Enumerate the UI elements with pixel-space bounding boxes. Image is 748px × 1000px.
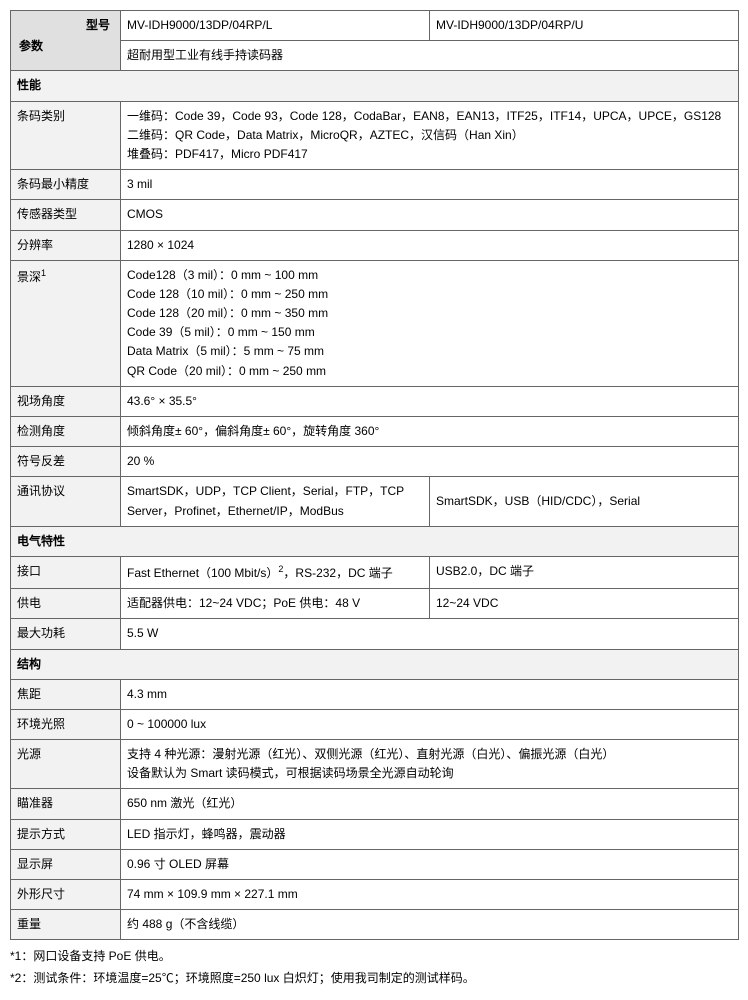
spec-table: 型号 参数 MV-IDH9000/13DP/04RP/L MV-IDH9000/… — [10, 10, 739, 940]
row-label: 符号反差 — [11, 447, 121, 477]
row-label: 分辨率 — [11, 230, 121, 260]
row-label: 条码最小精度 — [11, 170, 121, 200]
row-value-1: SmartSDK，UDP，TCP Client，Serial，FTP，TCP S… — [121, 477, 430, 526]
interface-v1-post: ，RS-232，DC 端子 — [283, 566, 392, 580]
row-value: LED 指示灯，蜂鸣器，震动器 — [121, 819, 739, 849]
row-value: Code128（3 mil）：0 mm ~ 100 mm Code 128（10… — [121, 260, 739, 386]
model-1: MV-IDH9000/13DP/04RP/L — [121, 11, 430, 41]
row-label: 视场角度 — [11, 386, 121, 416]
row-label: 接口 — [11, 556, 121, 588]
row-value-1: 适配器供电：12~24 VDC；PoE 供电：48 V — [121, 589, 430, 619]
row-label: 光源 — [11, 740, 121, 789]
row-label: 条码类别 — [11, 101, 121, 170]
row-value: 43.6° × 35.5° — [121, 386, 739, 416]
section-structure: 结构 — [11, 649, 739, 679]
product-desc: 超耐用型工业有线手持读码器 — [121, 41, 739, 71]
param-label: 参数 — [17, 37, 114, 56]
row-value: 0.96 寸 OLED 屏幕 — [121, 849, 739, 879]
row-value-2: 12~24 VDC — [430, 589, 739, 619]
footnotes: *1：网口设备支持 PoE 供电。 *2：测试条件：环境温度=25℃；环境照度=… — [10, 946, 738, 989]
row-label: 显示屏 — [11, 849, 121, 879]
row-label: 环境光照 — [11, 709, 121, 739]
row-value: CMOS — [121, 200, 739, 230]
row-label: 外形尺寸 — [11, 880, 121, 910]
row-value-1: Fast Ethernet（100 Mbit/s）2，RS-232，DC 端子 — [121, 556, 430, 588]
row-label: 供电 — [11, 589, 121, 619]
row-value: 约 488 g（不含线缆） — [121, 910, 739, 940]
row-value: 3 mil — [121, 170, 739, 200]
row-value: 5.5 W — [121, 619, 739, 649]
footnote-2: *2：测试条件：环境温度=25℃；环境照度=250 lux 白炽灯；使用我司制定… — [10, 968, 738, 990]
row-value-2: USB2.0，DC 端子 — [430, 556, 739, 588]
row-value: 74 mm × 109.9 mm × 227.1 mm — [121, 880, 739, 910]
row-value: 支持 4 种光源：漫射光源（红光）、双侧光源（红光）、直射光源（白光）、偏振光源… — [121, 740, 739, 789]
model-2: MV-IDH9000/13DP/04RP/U — [430, 11, 739, 41]
row-label: 提示方式 — [11, 819, 121, 849]
dof-label-text: 景深 — [17, 270, 41, 284]
row-value: 4.3 mm — [121, 679, 739, 709]
row-label: 最大功耗 — [11, 619, 121, 649]
row-label: 焦距 — [11, 679, 121, 709]
row-label: 传感器类型 — [11, 200, 121, 230]
row-value: 1280 × 1024 — [121, 230, 739, 260]
footnote-1: *1：网口设备支持 PoE 供电。 — [10, 946, 738, 968]
row-label: 重量 — [11, 910, 121, 940]
header-label-cell: 型号 参数 — [11, 11, 121, 71]
row-label-dof: 景深1 — [11, 260, 121, 386]
row-label: 检测角度 — [11, 417, 121, 447]
row-label: 瞄准器 — [11, 789, 121, 819]
row-value-2: SmartSDK，USB（HID/CDC），Serial — [430, 477, 739, 526]
section-electrical: 电气特性 — [11, 526, 739, 556]
row-value: 20 % — [121, 447, 739, 477]
dof-footnote-marker: 1 — [41, 268, 46, 278]
row-label: 通讯协议 — [11, 477, 121, 526]
model-label: 型号 — [17, 16, 114, 35]
row-value: 一维码：Code 39，Code 93，Code 128，CodaBar，EAN… — [121, 101, 739, 170]
interface-v1-pre: Fast Ethernet（100 Mbit/s） — [127, 566, 278, 580]
row-value: 0 ~ 100000 lux — [121, 709, 739, 739]
section-performance: 性能 — [11, 71, 739, 101]
row-value: 倾斜角度± 60°，偏斜角度± 60°，旋转角度 360° — [121, 417, 739, 447]
row-value: 650 nm 激光（红光） — [121, 789, 739, 819]
